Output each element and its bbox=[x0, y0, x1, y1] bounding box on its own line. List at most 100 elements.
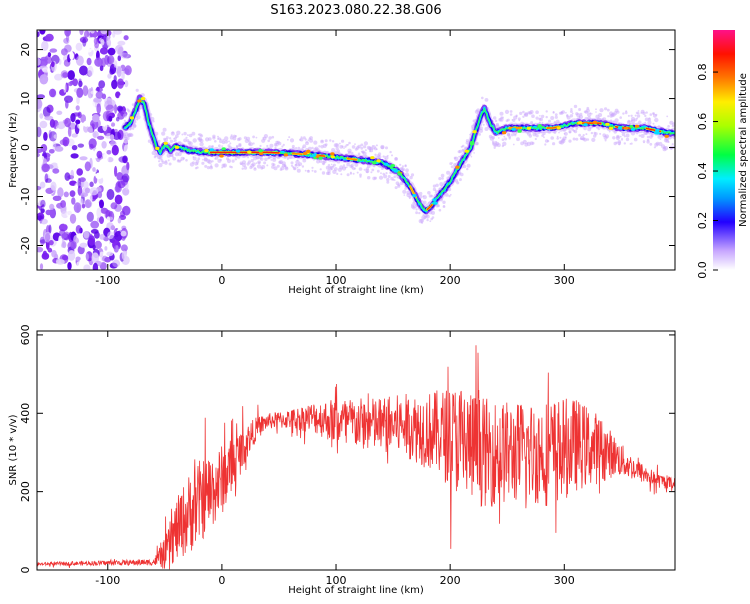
ridge-halo-dot bbox=[466, 163, 471, 168]
ridge-halo-dot bbox=[238, 143, 242, 147]
ridge-halo-dot bbox=[311, 166, 314, 169]
ridge-halo-dot bbox=[380, 145, 384, 150]
ridge-halo-dot bbox=[565, 136, 567, 139]
ridge-halo-dot bbox=[357, 152, 361, 156]
figure-title: S163.2023.080.22.38.G06 bbox=[270, 3, 441, 18]
ridge-halo-dot bbox=[636, 117, 639, 120]
ridge-halo-dot bbox=[550, 116, 555, 120]
ridge-halo-dot bbox=[253, 167, 257, 171]
ridge-halo-dot bbox=[313, 170, 317, 173]
spectrogram-ridge bbox=[120, 88, 675, 224]
ridge-halo-dot bbox=[311, 169, 314, 172]
ridge-halo-dot bbox=[228, 140, 230, 143]
noise-blob bbox=[107, 231, 114, 240]
noise-blob bbox=[70, 241, 77, 250]
ridge-halo-dot bbox=[535, 134, 539, 138]
ridge-halo-dot bbox=[302, 158, 307, 163]
ridge-halo-dot bbox=[458, 149, 463, 154]
ridge-halo-dot bbox=[539, 115, 541, 117]
ridge-halo-dot bbox=[263, 134, 268, 139]
ridge-speckle bbox=[258, 149, 263, 153]
noise-blob bbox=[113, 60, 118, 68]
ridge-halo-dot bbox=[333, 167, 338, 171]
ridge-halo-dot bbox=[274, 146, 277, 149]
ridge-speckle bbox=[511, 127, 516, 131]
ridge-halo-dot bbox=[429, 220, 432, 223]
ridge-halo-dot bbox=[393, 175, 397, 179]
noise-blob bbox=[84, 199, 92, 209]
ridge-halo-dot bbox=[174, 152, 179, 157]
noise-blob bbox=[39, 181, 46, 189]
ridge-halo-dot bbox=[288, 136, 291, 139]
ridge-halo-dot bbox=[652, 122, 655, 125]
ridge-halo-dot bbox=[491, 135, 495, 140]
ridge-halo-dot bbox=[296, 166, 299, 169]
noise-blob bbox=[39, 120, 48, 129]
ridge-speckle bbox=[664, 134, 669, 138]
noise-blob bbox=[67, 262, 72, 270]
ridge-halo-dot bbox=[667, 141, 670, 143]
noise-blob bbox=[95, 91, 104, 99]
ridge-halo-dot bbox=[238, 137, 242, 141]
ridge-halo-dot bbox=[165, 136, 169, 140]
noise-blob bbox=[92, 262, 99, 270]
ridge-halo-dot bbox=[529, 110, 534, 114]
ridge-speckle bbox=[592, 120, 598, 124]
noise-blob bbox=[65, 100, 69, 109]
ridge-halo-dot bbox=[266, 164, 269, 167]
ridge-speckle bbox=[140, 97, 146, 101]
ridge-halo-dot bbox=[380, 172, 382, 175]
ridge-halo-dot bbox=[427, 191, 431, 195]
ridge-halo-dot bbox=[183, 138, 188, 143]
noise-blob bbox=[99, 216, 104, 225]
ridge-halo-dot bbox=[496, 143, 501, 148]
ridge-halo-dot bbox=[652, 112, 655, 115]
ridge-halo-dot bbox=[498, 137, 500, 139]
noise-blob bbox=[121, 71, 125, 81]
noise-blob bbox=[106, 251, 114, 257]
noise-blob bbox=[76, 168, 83, 176]
noise-blob bbox=[57, 161, 63, 168]
ridge-speckle bbox=[137, 99, 142, 103]
ridge-halo-dot bbox=[362, 151, 367, 156]
colorbar: 0.0 0.2 0.4 0.6 0.8 Normalized spectral ampl… bbox=[696, 30, 749, 279]
ridge-halo-dot bbox=[201, 161, 205, 165]
noise-blob bbox=[44, 231, 52, 243]
noise-blob bbox=[79, 30, 84, 36]
noise-blob bbox=[71, 145, 78, 151]
ridge-halo-dot bbox=[221, 145, 224, 148]
noise-blob bbox=[96, 150, 103, 159]
ridge-halo-dot bbox=[612, 136, 616, 140]
ridge-halo-dot bbox=[666, 115, 669, 118]
ridge-halo-dot bbox=[130, 133, 134, 137]
ridge-halo-dot bbox=[300, 136, 303, 139]
ridge-halo-dot bbox=[367, 176, 371, 180]
noise-blob bbox=[107, 73, 112, 79]
ridge-halo-dot bbox=[442, 200, 446, 204]
ridge-halo-dot bbox=[252, 142, 255, 145]
ridge-halo-dot bbox=[535, 116, 539, 120]
ridge-speckle bbox=[221, 147, 226, 151]
noise-blob bbox=[110, 202, 118, 210]
ridge-halo-dot bbox=[247, 160, 252, 164]
ridge-halo-dot bbox=[327, 164, 331, 167]
ridge-halo-dot bbox=[450, 165, 454, 169]
ridge-halo-dot bbox=[473, 152, 475, 154]
noise-blob bbox=[92, 131, 99, 139]
ridge-halo-dot bbox=[619, 135, 622, 138]
ridge-halo-dot bbox=[504, 109, 510, 114]
ridge-halo-dot bbox=[385, 172, 388, 175]
ridge-halo-dot bbox=[636, 114, 641, 118]
ridge-halo-dot bbox=[356, 171, 359, 174]
noise-blob bbox=[114, 165, 118, 177]
ridge-halo-dot bbox=[564, 132, 568, 136]
ridge-halo-dot bbox=[582, 134, 585, 137]
ridge-speckle bbox=[174, 145, 180, 149]
ridge-halo-dot bbox=[419, 191, 423, 196]
ridge-speckle bbox=[605, 122, 610, 126]
ridge-halo-dot bbox=[311, 146, 314, 150]
noise-blob bbox=[114, 194, 123, 205]
ridge-halo-dot bbox=[336, 172, 339, 175]
noise-blob bbox=[49, 88, 56, 98]
